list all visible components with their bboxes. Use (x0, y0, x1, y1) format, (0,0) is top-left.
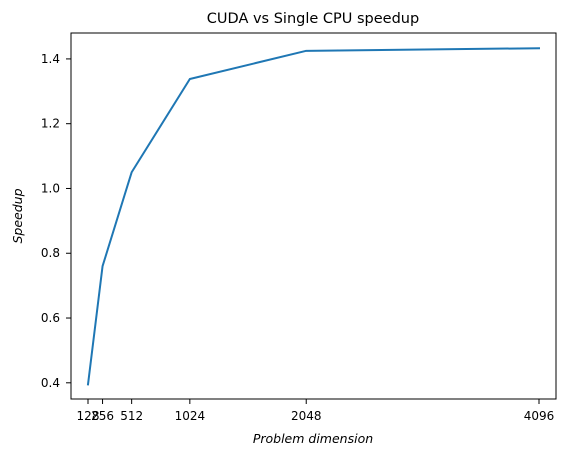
x-tick-label: 4096 (524, 409, 555, 423)
y-tick-label: 0.4 (41, 376, 60, 390)
plot-frame (70, 32, 557, 400)
y-tick-label: 1.2 (41, 117, 60, 131)
chart-title: CUDA vs Single CPU speedup (207, 11, 419, 27)
x-tick-label: 512 (120, 409, 143, 423)
y-tick-label: 0.8 (41, 246, 60, 260)
speedup-series-line (86, 47, 541, 386)
y-tick-label: 1.4 (41, 52, 60, 66)
x-axis-label: Problem dimension (253, 431, 373, 446)
series-layer (86, 47, 541, 386)
y-tick-label: 1.0 (41, 181, 60, 195)
y-tick-label: 0.6 (41, 311, 60, 325)
y-axis: 0.4 0.6 0.8 1.0 1.2 1.4 (41, 52, 71, 390)
y-axis-label: Speedup (10, 188, 25, 243)
x-tick-label: 128 (77, 409, 100, 423)
x-tick-label: 1024 (175, 409, 206, 423)
x-tick-label: 2048 (291, 409, 322, 423)
x-tick-label: 256 (91, 409, 114, 423)
